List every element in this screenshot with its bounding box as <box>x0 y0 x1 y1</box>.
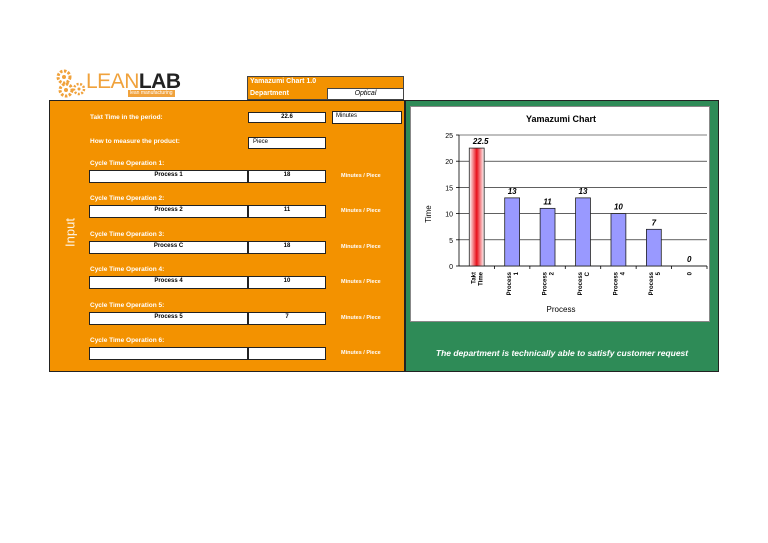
y-tick-label: 20 <box>445 159 453 166</box>
data-label: 22.5 <box>472 137 489 146</box>
department-label: Department <box>250 90 289 97</box>
yamazumi-chart: Yamazumi Chart Process Time 0 5 10 15 20 25 22… <box>424 114 708 314</box>
operation-time-field[interactable] <box>248 347 326 360</box>
y-tick-label: 25 <box>445 133 453 140</box>
chart-x-axis-label: Process <box>547 305 576 314</box>
operation-time-field[interactable]: 10 <box>248 276 326 289</box>
process-bar <box>539 207 556 267</box>
data-label: 13 <box>508 187 517 196</box>
measure-field[interactable]: Piece <box>248 137 326 149</box>
x-tick-label: TaktTime <box>472 271 485 286</box>
x-tick-label: Process1 <box>507 271 520 295</box>
takt-time-bar <box>468 147 485 267</box>
operation-label: Cycle Time Operation 3: <box>90 231 165 238</box>
y-tick-label: 15 <box>445 185 453 192</box>
gears-icon <box>56 69 86 98</box>
operation-unit-label: Minutes / Piece <box>341 279 381 285</box>
measure-label: How to measure the product: <box>90 138 180 145</box>
logo-lab: LAB <box>138 70 181 93</box>
takt-unit-field[interactable]: Minutes <box>332 111 402 124</box>
input-side-label: Input <box>62 218 78 247</box>
process-bar <box>610 213 627 267</box>
operation-unit-label: Minutes / Piece <box>341 315 381 321</box>
lean-lab-logo <box>55 68 175 98</box>
operation-label: Cycle Time Operation 2: <box>90 195 165 202</box>
operation-label: Cycle Time Operation 4: <box>90 266 165 273</box>
process-bar <box>504 197 520 267</box>
app-title: Yamazumi Chart 1.0 <box>250 78 317 85</box>
operation-name-field[interactable]: Process 2 <box>89 205 248 218</box>
takt-time-label: Takt Time in the period: <box>90 114 163 121</box>
operation-name-field[interactable]: Process 1 <box>89 170 248 183</box>
operation-unit-label: Minutes / Piece <box>341 350 381 356</box>
y-tick-label: 5 <box>449 238 453 245</box>
data-label: 0 <box>687 255 692 264</box>
data-label: 7 <box>652 218 657 227</box>
x-tick-label: 0 <box>687 271 693 275</box>
logo-tagline: lean manufacturing <box>128 90 175 97</box>
input-panel <box>49 100 405 372</box>
operation-label: Cycle Time Operation 1: <box>90 160 165 167</box>
chart-title: Yamazumi Chart <box>526 114 596 124</box>
operation-name-field[interactable]: Process C <box>89 241 248 254</box>
operation-label: Cycle Time Operation 5: <box>90 302 165 309</box>
data-label: 13 <box>579 187 588 196</box>
y-tick-label: 0 <box>449 264 453 271</box>
operation-name-field[interactable] <box>89 347 248 360</box>
data-label: 11 <box>543 197 552 206</box>
x-tick-label: Process4 <box>613 271 626 295</box>
process-bar <box>646 228 662 267</box>
operation-time-field[interactable]: 11 <box>248 205 326 218</box>
x-tick-label: Process5 <box>649 271 662 295</box>
operation-time-field[interactable]: 18 <box>248 170 326 183</box>
operation-unit-label: Minutes / Piece <box>341 244 381 250</box>
operation-time-field[interactable]: 18 <box>248 241 326 254</box>
y-tick-label: 10 <box>445 212 453 219</box>
logo-lean: LEAN <box>86 70 139 93</box>
operation-unit-label: Minutes / Piece <box>341 173 381 179</box>
data-label: 10 <box>614 203 623 212</box>
chart-y-axis-label: Time <box>424 205 433 223</box>
operation-time-field[interactable]: 7 <box>248 312 326 325</box>
takt-time-field[interactable]: 22.6 <box>248 112 326 123</box>
logo-wordmark: LEANLAB <box>86 70 181 93</box>
status-message: The department is technically able to sa… <box>435 348 689 358</box>
operation-label: Cycle Time Operation 6: <box>90 337 165 344</box>
operation-name-field[interactable]: Process 4 <box>89 276 248 289</box>
process-bar <box>575 197 591 267</box>
operation-unit-label: Minutes / Piece <box>341 208 381 214</box>
x-tick-label: Process2 <box>543 271 556 295</box>
operation-name-field[interactable]: Process 5 <box>89 312 248 325</box>
yamazumi-chart-area: Yamazumi Chart Process Time 0 5 10 15 20 25 22… <box>410 106 710 322</box>
x-tick-label: ProcessC <box>578 271 591 295</box>
department-field[interactable]: Optical <box>327 88 404 100</box>
